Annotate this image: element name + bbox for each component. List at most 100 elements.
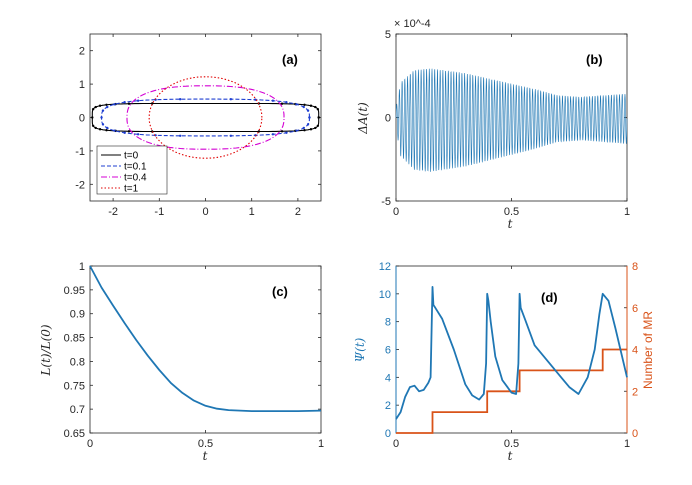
- panel-d-ylabel-right: Number of MR: [641, 311, 655, 389]
- series-marker: [178, 97, 182, 101]
- series-line-number-of-MR: [396, 348, 627, 434]
- panel-d-label: (d): [541, 290, 558, 305]
- series-marker: [94, 126, 97, 130]
- series-marker: [309, 104, 313, 107]
- series-marker: [309, 128, 313, 131]
- series-marker: [136, 99, 140, 102]
- series-line-t=0.4: [126, 85, 285, 150]
- y-tick-label: 0: [79, 113, 85, 125]
- series-marker: [113, 129, 116, 132]
- panel-c-label: (c): [272, 284, 288, 299]
- series-marker: [316, 107, 320, 111]
- y-right-tick-label: 2: [632, 386, 638, 398]
- y-tick-label: 5: [385, 29, 391, 41]
- y-tick-label: 0: [385, 428, 391, 440]
- series-marker: [105, 103, 108, 106]
- y-tick-label: 0.75: [64, 380, 85, 392]
- series-line-psi: [395, 286, 628, 420]
- panel-a-label: (a): [282, 52, 298, 67]
- y-tick-label: 0.9: [70, 309, 85, 321]
- y-right-tick-label: 6: [632, 303, 638, 315]
- x-tick-label: 0: [393, 206, 399, 218]
- series-marker: [271, 133, 275, 136]
- series-marker: [91, 107, 95, 111]
- y-tick-label: -5: [381, 196, 391, 208]
- y-tick-label: 0.85: [64, 333, 85, 345]
- x-tick-label: 0: [393, 438, 399, 450]
- series-marker: [303, 129, 306, 132]
- series-marker: [303, 103, 306, 106]
- legend-label: t=1: [124, 184, 139, 195]
- series-marker: [306, 123, 310, 126]
- y-tick-label: 1: [79, 261, 85, 273]
- series-marker: [98, 128, 102, 131]
- series-marker: [106, 105, 109, 109]
- series-marker: [127, 130, 131, 133]
- series-marker: [280, 102, 284, 105]
- series-marker: [317, 116, 320, 119]
- y-right-tick-label: 0: [632, 428, 638, 440]
- series-marker: [150, 102, 154, 105]
- series-marker: [91, 124, 95, 128]
- series-marker: [314, 105, 317, 109]
- x-tick-label: 0.5: [198, 438, 213, 450]
- series-marker: [308, 116, 311, 119]
- series-marker: [285, 101, 288, 104]
- series-marker: [314, 126, 317, 130]
- y-tick-label: 0: [385, 113, 391, 125]
- series-marker: [295, 103, 298, 106]
- y-tick-label: 10: [379, 289, 391, 301]
- y-right-tick-label: 4: [632, 345, 638, 357]
- panel-b: 0 0.5 1-505 × 10^-4 (b) t ΔA(t): [356, 18, 630, 231]
- y-tick-label: 0.7: [70, 404, 85, 416]
- series-marker: [280, 130, 284, 133]
- y-tick-label: 2: [385, 400, 391, 412]
- legend-box: [96, 145, 168, 195]
- x-tick-label: 2: [295, 206, 301, 218]
- series-marker: [98, 104, 102, 107]
- series-marker: [229, 134, 233, 138]
- panel-c-ylabel: L(t)/L(0): [39, 324, 53, 376]
- series-line-t=1: [148, 76, 263, 159]
- y-tick-label: 0.8: [70, 356, 85, 368]
- series-line-delta-A: [395, 68, 628, 172]
- series-marker: [316, 124, 320, 128]
- series-marker: [302, 126, 305, 130]
- y-right-tick-label: 8: [632, 261, 638, 273]
- series-marker: [100, 116, 103, 119]
- x-tick-label: 1: [624, 438, 630, 450]
- series-marker: [127, 102, 131, 105]
- y-tick-label: 0.95: [64, 285, 85, 297]
- series-marker: [101, 109, 105, 112]
- y-tick-label: 4: [385, 372, 391, 384]
- y-tick-label: 0.65: [64, 428, 85, 440]
- x-tick-label: 0.5: [504, 206, 519, 218]
- series-line-L-ratio: [89, 265, 322, 412]
- series-marker: [123, 101, 126, 104]
- panel-c: 0 0.5 1 0.65 0.7 0.75 0.8 0.85 0.9 0.95 1 (c) t L(…: [39, 261, 324, 463]
- series-marker: [106, 126, 109, 130]
- panel-d-axes-box: [395, 265, 628, 434]
- x-tick-label: 0: [87, 438, 93, 450]
- x-tick-label: -1: [154, 206, 164, 218]
- x-tick-label: -2: [108, 206, 118, 218]
- panel-d-xlabel: t: [508, 449, 513, 463]
- series-marker: [113, 103, 116, 106]
- series-marker: [101, 123, 105, 126]
- x-tick-label: 1: [318, 438, 324, 450]
- panel-b-exponent-label: × 10^-4: [394, 18, 431, 30]
- panel-a-legend: t=0t=0.1t=0.4t=1: [96, 145, 168, 195]
- y-tick-label: 2: [79, 46, 85, 58]
- series-marker: [123, 131, 126, 134]
- y-tick-label: -2: [75, 179, 85, 191]
- panel-d-ylabel-left: Ψ(t): [353, 337, 367, 362]
- x-tick-label: 0: [202, 206, 208, 218]
- series-marker: [271, 99, 275, 102]
- series-marker: [285, 131, 288, 134]
- panel-b-ylabel: ΔA(t): [356, 102, 370, 135]
- legend-label: t=0: [124, 151, 139, 162]
- panel-b-xlabel: t: [508, 217, 513, 231]
- y-tick-label: 6: [385, 345, 391, 357]
- series-marker: [295, 129, 298, 132]
